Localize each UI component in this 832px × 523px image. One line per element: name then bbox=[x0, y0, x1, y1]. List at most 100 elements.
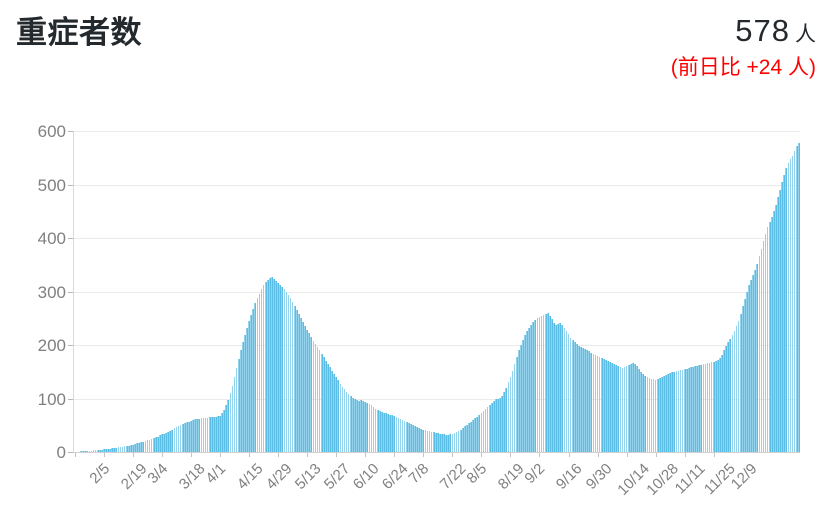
bar bbox=[575, 343, 578, 452]
bar bbox=[119, 447, 122, 452]
bar bbox=[310, 336, 313, 452]
bar bbox=[380, 412, 383, 452]
y-tick-label-0: 0 bbox=[56, 443, 66, 462]
bar bbox=[762, 241, 765, 452]
bar bbox=[215, 416, 217, 452]
bar bbox=[534, 320, 537, 452]
bar bbox=[764, 233, 767, 452]
bar bbox=[395, 416, 398, 452]
bar bbox=[115, 447, 118, 452]
bar bbox=[443, 434, 445, 452]
bar bbox=[246, 327, 248, 452]
bar bbox=[476, 416, 479, 452]
bar bbox=[646, 377, 649, 452]
bar bbox=[567, 334, 570, 452]
bar bbox=[750, 279, 752, 452]
bar bbox=[105, 449, 107, 452]
bar bbox=[266, 279, 269, 452]
bar bbox=[559, 322, 562, 452]
bar bbox=[300, 318, 302, 452]
bar bbox=[94, 450, 97, 452]
bar bbox=[735, 326, 738, 452]
bar bbox=[717, 359, 719, 452]
bar bbox=[235, 368, 238, 452]
bar bbox=[331, 370, 333, 452]
bar bbox=[318, 350, 321, 452]
bar bbox=[578, 346, 580, 452]
bar bbox=[551, 319, 553, 452]
bar bbox=[654, 379, 657, 452]
bar bbox=[383, 412, 385, 452]
bar bbox=[445, 434, 447, 452]
bar bbox=[795, 145, 798, 452]
bar bbox=[532, 322, 535, 452]
bar bbox=[252, 308, 255, 452]
bar bbox=[563, 327, 566, 452]
bar bbox=[374, 408, 377, 452]
x-tick-mark bbox=[539, 453, 541, 457]
bar bbox=[743, 299, 746, 452]
bar bbox=[339, 383, 342, 452]
bar bbox=[638, 369, 640, 452]
x-tick-mark bbox=[510, 453, 512, 457]
bar bbox=[244, 335, 246, 452]
y-axis-line bbox=[73, 131, 74, 453]
bar bbox=[192, 419, 194, 452]
bar bbox=[138, 442, 140, 452]
bar bbox=[181, 424, 184, 452]
x-tick-label-8-5: 8/5 bbox=[463, 460, 491, 488]
bar bbox=[517, 350, 520, 452]
severe-cases-bar-chart: 0 100 200 300 400 500 600 2/5 2/19 3/4 3/18 4/1 4/1… bbox=[0, 110, 832, 523]
bar bbox=[385, 413, 387, 452]
x-tick-mark bbox=[481, 453, 483, 457]
bar bbox=[146, 440, 149, 452]
bar bbox=[92, 450, 95, 452]
page-title: 重症者数 bbox=[16, 15, 142, 50]
bar bbox=[530, 324, 533, 452]
x-tick-mark bbox=[684, 453, 686, 457]
bar bbox=[615, 365, 618, 452]
bar bbox=[631, 363, 634, 452]
x-tick-label-11-11: 11/11 bbox=[671, 460, 709, 498]
bar bbox=[399, 418, 402, 452]
bar bbox=[665, 374, 667, 452]
bar bbox=[785, 168, 788, 452]
bar-series bbox=[74, 131, 800, 452]
bar bbox=[546, 312, 549, 452]
bar bbox=[741, 306, 744, 452]
summary-block: 578 人 (前日比 +24 人) bbox=[671, 12, 816, 82]
bar bbox=[360, 400, 362, 452]
bar bbox=[354, 399, 356, 452]
bar bbox=[335, 377, 338, 452]
bar bbox=[376, 410, 379, 452]
bar bbox=[773, 211, 775, 452]
bar bbox=[685, 368, 688, 452]
bar bbox=[219, 415, 221, 452]
y-tick-label-100: 100 bbox=[37, 389, 66, 409]
bar bbox=[341, 386, 344, 452]
bar bbox=[588, 351, 591, 452]
bar bbox=[298, 313, 300, 452]
bar bbox=[264, 281, 267, 452]
bar bbox=[488, 404, 491, 452]
bar bbox=[721, 354, 723, 452]
bar bbox=[652, 379, 655, 452]
x-tick-mark bbox=[307, 453, 309, 457]
bar bbox=[495, 399, 497, 452]
bar bbox=[223, 409, 226, 452]
x-tick-label-2-5: 2/5 bbox=[86, 460, 114, 488]
x-tick-mark bbox=[597, 453, 599, 457]
bar bbox=[694, 366, 696, 452]
bar bbox=[349, 396, 352, 452]
bar bbox=[100, 449, 103, 452]
bar bbox=[447, 434, 450, 452]
bar bbox=[723, 350, 725, 452]
bar bbox=[351, 397, 354, 452]
bar bbox=[555, 324, 557, 452]
gridline-200 bbox=[74, 345, 800, 346]
bar bbox=[712, 361, 715, 452]
bar bbox=[453, 432, 456, 452]
bar bbox=[490, 402, 493, 452]
x-tick-mark bbox=[161, 453, 163, 457]
bar bbox=[428, 431, 431, 452]
